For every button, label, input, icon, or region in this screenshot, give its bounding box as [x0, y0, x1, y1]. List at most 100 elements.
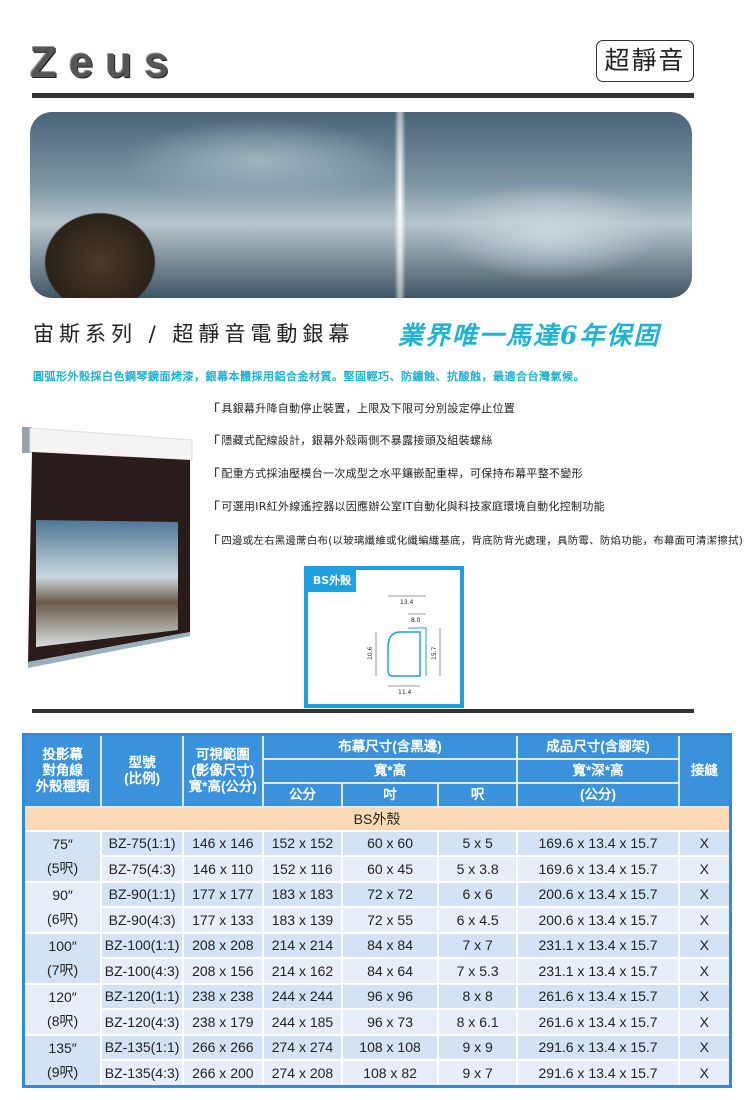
- fabric-ft: 8 x 8: [436, 982, 519, 1010]
- header-product-unit: (公分): [516, 781, 680, 808]
- visible-size: 266 x 266: [182, 1033, 264, 1061]
- model: BZ-90(1:1): [100, 880, 184, 908]
- fabric-inch: 72 x 72: [341, 880, 439, 908]
- diagonal-size: 100″: [22, 931, 103, 958]
- product-size: 200.6 x 13.4 x 15.7: [516, 880, 680, 908]
- fabric-inch: 72 x 55: [341, 906, 439, 934]
- visible-size: 238 x 238: [182, 982, 264, 1010]
- table-row: 135″ BZ-135(1:1) 266 x 266 274 x 274 108 x 1…: [22, 1033, 732, 1061]
- visible-size: 177 x 177: [182, 880, 264, 908]
- product-size: 231.1 x 13.4 x 15.7: [516, 931, 680, 959]
- header-product: 成品尺寸(含腳架): [516, 733, 680, 760]
- seam: X: [677, 906, 732, 934]
- seam: X: [677, 855, 732, 883]
- diagonal-feet: (7呎): [22, 958, 103, 985]
- fabric-cm: 183 x 139: [261, 906, 344, 934]
- header-unit-inch: 吋: [341, 781, 439, 808]
- silent-badge: 超靜音: [596, 40, 694, 82]
- visible-size: 146 x 146: [182, 829, 264, 857]
- model: BZ-75(4:3): [100, 855, 184, 883]
- product-size: 169.6 x 13.4 x 15.7: [516, 829, 680, 857]
- diagonal-feet: (8呎): [22, 1009, 103, 1036]
- feature-text: 具銀幕升降自動停止裝置，上限及下限可分別設定停止位置: [221, 402, 516, 415]
- header-fabric: 布幕尺寸(含黑邊): [261, 733, 519, 760]
- diagonal-feet: (5呎): [22, 856, 103, 883]
- divider: [32, 709, 694, 713]
- feature-item: 「可選用IR紅外線遙控器以因應辦公室IT自動化與科技家庭環境自動化控制功能: [206, 500, 605, 517]
- fabric-inch: 96 x 96: [341, 982, 439, 1010]
- fabric-ft: 9 x 7: [436, 1059, 519, 1087]
- fabric-inch: 108 x 82: [341, 1059, 439, 1087]
- table-row: (8呎) BZ-120(4:3) 238 x 179 244 x 185 96 x 73…: [22, 1008, 732, 1036]
- table-row: 120″ BZ-120(1:1) 238 x 238 244 x 244 96 x 96…: [22, 982, 732, 1010]
- model: BZ-120(1:1): [100, 982, 184, 1010]
- feature-item: 「配重方式採油壓模台一次成型之水平鑲嵌配重桿，可保持布幕平整不變形: [206, 467, 583, 484]
- diagonal-size: 120″: [22, 982, 103, 1009]
- hero-banner-image: [30, 112, 692, 298]
- fabric-ft: 8 x 6.1: [436, 1008, 519, 1036]
- header-visible: 可視範圍 (影像尺寸) 寬*高(公分): [182, 733, 264, 808]
- header-model: 型號 (比例): [100, 733, 184, 808]
- seam: X: [677, 982, 732, 1010]
- visible-size: 266 x 200: [182, 1059, 264, 1087]
- product-size: 231.1 x 13.4 x 15.7: [516, 957, 680, 985]
- table-row: 90″ BZ-90(1:1) 177 x 177 183 x 183 72 x 72 6 …: [22, 880, 732, 908]
- visible-size: 208 x 208: [182, 931, 264, 959]
- fabric-cm: 214 x 214: [261, 931, 344, 959]
- model: BZ-135(4:3): [100, 1059, 184, 1087]
- feature-text: 可選用IR紅外線遙控器以因應辦公室IT自動化與科技家庭環境自動化控制功能: [221, 500, 605, 513]
- seam: X: [677, 880, 732, 908]
- warranty-headline: 業界唯一馬達6年保固: [398, 321, 661, 350]
- fabric-ft: 9 x 9: [436, 1033, 519, 1061]
- brand-logo: Zeus: [30, 38, 181, 87]
- visible-size: 238 x 179: [182, 1008, 264, 1036]
- fabric-cm: 152 x 116: [261, 855, 344, 883]
- seam: X: [677, 957, 732, 985]
- table-row: (7呎) BZ-100(4:3) 208 x 156 214 x 162 84 x 64…: [22, 957, 732, 985]
- fabric-cm: 244 x 244: [261, 982, 344, 1010]
- visible-size: 146 x 110: [182, 855, 264, 883]
- diagram-label: BS外殼: [308, 570, 356, 592]
- dim-bottom: 11.4: [398, 689, 412, 696]
- fabric-cm: 274 x 208: [261, 1059, 344, 1087]
- product-size: 291.6 x 13.4 x 15.7: [516, 1033, 680, 1061]
- divider: [32, 93, 694, 98]
- series-title: 宙斯系列 / 超靜音電動銀幕: [33, 322, 355, 346]
- fabric-cm: 274 x 274: [261, 1033, 344, 1061]
- seam: X: [677, 1008, 732, 1036]
- projection-screen-image: [22, 427, 193, 668]
- dim-width-total: 13.4: [400, 599, 414, 606]
- fabric-inch: 96 x 73: [341, 1008, 439, 1036]
- housing-band: BS外殼: [22, 805, 732, 832]
- header-diagonal: 投影幕 對角線 外殼種類: [22, 733, 103, 808]
- feature-text: 四邊或左右黑邊蓆白布(以玻璃纖維或化纖編織基底，背底防背光處理，具防霉、防焰功能…: [221, 535, 744, 547]
- model: BZ-100(1:1): [100, 931, 184, 959]
- feature-text: 配重方式採油壓模台一次成型之水平鑲嵌配重桿，可保持布幕平整不變形: [221, 467, 583, 480]
- header-unit-cm: 公分: [261, 781, 344, 808]
- fabric-inch: 60 x 45: [341, 855, 439, 883]
- fabric-inch: 84 x 64: [341, 957, 439, 985]
- fabric-cm: 244 x 185: [261, 1008, 344, 1036]
- feature-item: 「四邊或左右黑邊蓆白布(以玻璃纖維或化纖編織基底，背底防背光處理，具防霉、防焰功…: [206, 535, 744, 551]
- seam: X: [677, 829, 732, 857]
- model: BZ-75(1:1): [100, 829, 184, 857]
- fabric-ft: 7 x 5.3: [436, 957, 519, 985]
- diagonal-feet: (9呎): [22, 1060, 103, 1087]
- product-size: 169.6 x 13.4 x 15.7: [516, 855, 680, 883]
- diagonal-size: 90″: [22, 880, 103, 907]
- fabric-inch: 84 x 84: [341, 931, 439, 959]
- product-size: 200.6 x 13.4 x 15.7: [516, 906, 680, 934]
- dim-height-right: 15.7: [431, 646, 438, 660]
- fabric-inch: 60 x 60: [341, 829, 439, 857]
- visible-size: 177 x 133: [182, 906, 264, 934]
- spec-table: 投影幕 對角線 外殼種類 型號 (比例) 可視範圍 (影像尺寸) 寬*高(公分) 布幕尺寸…: [22, 733, 732, 1088]
- feature-item: 「隱藏式配線設計，銀幕外殼兩側不暴露接頭及組裝螺絲: [206, 434, 493, 451]
- product-size: 291.6 x 13.4 x 15.7: [516, 1059, 680, 1087]
- fabric-ft: 7 x 7: [436, 931, 519, 959]
- fabric-cm: 152 x 152: [261, 829, 344, 857]
- dim-top: 8.0: [411, 617, 421, 624]
- fabric-cm: 183 x 183: [261, 880, 344, 908]
- header-product-sub: 寬*深*高: [516, 757, 680, 784]
- seam: X: [677, 1033, 732, 1061]
- dim-height-left: 10.6: [367, 646, 374, 660]
